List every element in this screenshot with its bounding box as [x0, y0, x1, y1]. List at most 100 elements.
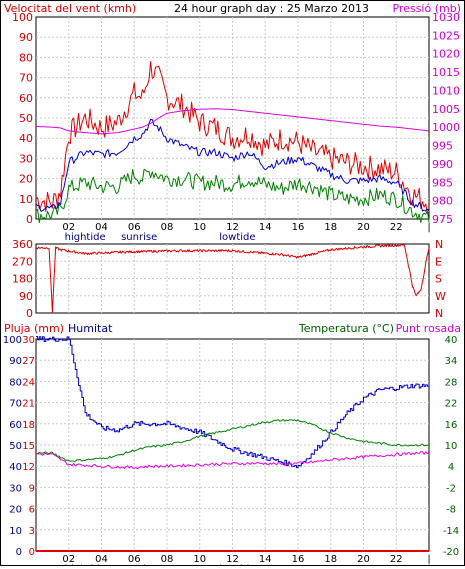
thermo-x-tick-label: | — [427, 554, 430, 565]
humidity-label: Humitat — [68, 322, 113, 335]
pressure-y-tick-label: 1010 — [432, 84, 460, 97]
temperature-y-tick-label: -14 — [443, 526, 459, 537]
wind-y-tick-label: 60 — [19, 92, 33, 105]
humidity-y-tick-label: 20 — [9, 505, 22, 516]
wind-direction-line — [35, 243, 430, 314]
pressure-y-tick-label: 985 — [432, 176, 453, 189]
wind-y-tick-label: 10 — [19, 193, 33, 206]
direction-compass-label: W — [435, 290, 446, 303]
pressure-y-tick-label: 1020 — [432, 48, 460, 61]
humidity-y-tick-label: 70 — [9, 399, 22, 410]
direction-degree-label: 0 — [26, 307, 33, 320]
wind-y-tick-label: 20 — [19, 173, 33, 186]
thermo-x-tick-label: 02 — [62, 554, 75, 565]
thermo-x-tick-label: 10 — [193, 554, 206, 565]
thermo-x-tick-label: 16 — [292, 554, 305, 565]
thermo-tide-annotation: hightide — [65, 564, 106, 565]
temperature-y-tick-label: 4 — [448, 462, 454, 473]
humidity-y-tick-label: 50 — [9, 441, 22, 452]
humidity-y-tick-label: 0 — [16, 547, 22, 558]
rain-y-tick-label: 0 — [29, 547, 35, 558]
humidity-y-tick-label: 10 — [9, 526, 22, 537]
pressure-y-tick-label: 995 — [432, 140, 453, 153]
temperature-y-tick-label: 34 — [445, 356, 458, 367]
pressure-y-tick-label: 975 — [432, 213, 453, 226]
rain-y-tick-label: 24 — [22, 377, 35, 388]
wind-max-line — [35, 61, 430, 214]
wind-x-tick-label: 18 — [324, 222, 337, 233]
rain-y-tick-label: 15 — [22, 441, 35, 452]
wind-y-tick-label: 100 — [12, 11, 33, 24]
wind-speed-label: Velocitat del vent (kmh) — [4, 2, 136, 15]
rain-y-tick-label: 3 — [29, 526, 35, 537]
rain-y-tick-label: 30 — [22, 335, 35, 346]
pressure-y-tick-label: 1015 — [432, 66, 460, 79]
rain-y-tick-label: 9 — [29, 483, 35, 494]
humidity-y-tick-label: 40 — [9, 462, 22, 473]
wind-x-tick-label: 20 — [357, 222, 370, 233]
wind-y-tick-label: 40 — [19, 132, 33, 145]
pressure-line — [35, 108, 430, 135]
wind-tide-annotation: hightide — [65, 232, 106, 243]
temperature-y-tick-label: 28 — [445, 377, 458, 388]
wind-x-tick-label: 10 — [193, 222, 206, 233]
temperature-y-tick-label: 40 — [445, 335, 458, 346]
thermo-x-tick-label: 04 — [95, 554, 108, 565]
wind-x-tick-label: 06 — [128, 222, 141, 233]
temperature-label: Temperatura (°C) — [298, 322, 394, 335]
pressure-label: Pressió (mb) — [392, 2, 461, 15]
pressure-y-tick-label: 980 — [432, 195, 453, 208]
direction-degree-label: 270 — [12, 255, 33, 268]
thermo-tide-annotation: sunrise — [121, 564, 157, 565]
wind-tide-annotation: sunrise — [121, 232, 157, 243]
pressure-y-tick-label: 990 — [432, 158, 453, 171]
thermo-x-tick-label: 20 — [357, 554, 370, 565]
direction-compass-label: E — [435, 255, 442, 268]
wind-x-tick-label: 02 — [62, 222, 75, 233]
temperature-y-tick-label: -20 — [443, 547, 459, 558]
direction-compass-label: N — [435, 238, 443, 251]
dewpoint-line — [35, 451, 430, 470]
humidity-y-tick-label: 90 — [9, 356, 22, 367]
wind-y-tick-label: 50 — [19, 112, 33, 125]
thermo-x-tick-label: 18 — [324, 554, 337, 565]
wind-y-tick-label: 90 — [19, 31, 33, 44]
temperature-y-tick-label: -2 — [446, 483, 456, 494]
pressure-y-tick-label: 1005 — [432, 103, 460, 116]
wind-x-tick-label: 12 — [226, 222, 239, 233]
wind-y-tick-label: 70 — [19, 72, 33, 85]
direction-compass-label: N — [435, 307, 443, 320]
wind-x-tick-label: 04 — [95, 222, 108, 233]
pressure-y-tick-label: 1000 — [432, 121, 460, 134]
wind-x-tick-label: 22 — [390, 222, 403, 233]
dewpoint-label: Punt rosada — [396, 322, 461, 335]
thermo-x-tick-label: 14 — [259, 554, 272, 565]
wind-tide-annotation: lowtide — [219, 232, 255, 243]
thermo-x-tick-label: 22 — [390, 554, 403, 565]
thermo-x-tick-label: 08 — [161, 554, 174, 565]
humidity-y-tick-label: 60 — [9, 420, 22, 431]
direction-degree-label: 90 — [19, 290, 33, 303]
wind-x-tick-label: | — [427, 222, 430, 233]
temperature-y-tick-label: 22 — [445, 399, 458, 410]
wind-x-tick-label: 08 — [161, 222, 174, 233]
thermo-x-tick-label: 12 — [226, 554, 239, 565]
humidity-y-tick-label: 30 — [9, 483, 22, 494]
humidity-line — [36, 336, 430, 469]
thermo-tide-annotation: lowtide — [219, 564, 255, 565]
wind-y-tick-label: 80 — [19, 51, 33, 64]
humidity-y-tick-label: 100 — [3, 335, 22, 346]
rain-y-tick-label: 27 — [22, 356, 35, 367]
direction-degree-label: 180 — [12, 273, 33, 286]
graph-title: 24 hour graph day : 25 Marzo 2013 — [174, 2, 369, 15]
wind-min-line — [35, 168, 430, 224]
wind-x-tick-label: 16 — [292, 222, 305, 233]
temperature-y-tick-label: -8 — [446, 505, 456, 516]
direction-compass-label: S — [435, 273, 442, 286]
humidity-y-tick-label: 80 — [9, 377, 22, 388]
direction-degree-label: 360 — [12, 238, 33, 251]
wind-avg-line — [35, 118, 430, 212]
thermo-x-tick-label: 06 — [128, 554, 141, 565]
temperature-y-tick-label: 16 — [445, 420, 458, 431]
